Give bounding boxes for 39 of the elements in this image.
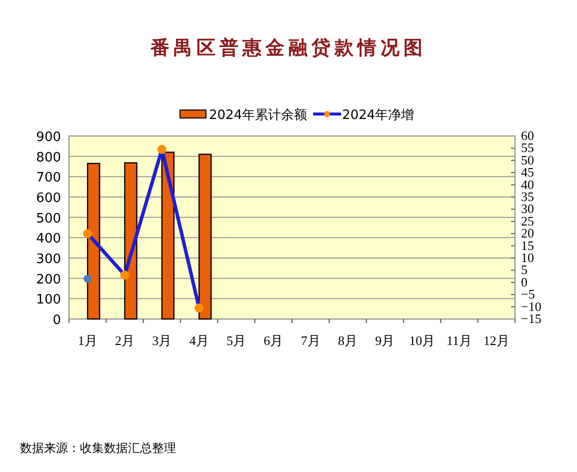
x-tick-label: 10月 [409, 333, 436, 348]
x-tick-label: 4月 [189, 333, 209, 348]
x-tick-label: 2月 [115, 333, 134, 348]
point [120, 270, 130, 280]
y2-tick-label: −15 [521, 311, 542, 326]
bar [161, 152, 175, 320]
y2-tick-label: 60 [521, 128, 534, 143]
point [157, 144, 166, 154]
point [194, 304, 204, 313]
chart-title: 番禺区普惠金融贷款情况图 [150, 37, 426, 59]
x-tick-label: 3月 [152, 333, 172, 348]
x-tick-label: 6月 [264, 333, 284, 348]
y-tick-label: 100 [36, 292, 61, 308]
x-tick-label: 7月 [300, 333, 320, 348]
x-tick-label: 1月 [78, 333, 98, 348]
bar [198, 154, 212, 320]
y-tick-label: 500 [36, 211, 61, 226]
y-tick-label: 300 [36, 252, 61, 267]
y-tick-label: 400 [36, 232, 61, 247]
point [84, 274, 92, 283]
x-tick-label: 8月 [338, 333, 358, 348]
y-tick-label: 800 [36, 150, 61, 166]
legend-label: 2024年净增 [342, 108, 414, 123]
bar [124, 162, 138, 320]
y-tick-label: 700 [36, 170, 61, 186]
source-note: 数据来源：收集数据汇总整理 [20, 441, 176, 455]
legend-label: 2024年累计余额 [209, 108, 308, 123]
y2-tick-label: 35 [521, 189, 534, 204]
x-tick-label: 5月 [226, 333, 246, 348]
bar [86, 162, 100, 320]
y-tick-label: 900 [36, 130, 61, 145]
y2-tick-label: 10 [521, 250, 534, 265]
y-tick-label: 200 [36, 272, 61, 288]
x-tick-label: 12月 [483, 333, 510, 348]
point [83, 229, 92, 238]
y-tick-label: 0 [52, 313, 61, 328]
x-tick-label: 11月 [446, 333, 472, 348]
y-tick-label: 600 [36, 191, 61, 206]
x-tick-label: 9月 [375, 333, 395, 348]
